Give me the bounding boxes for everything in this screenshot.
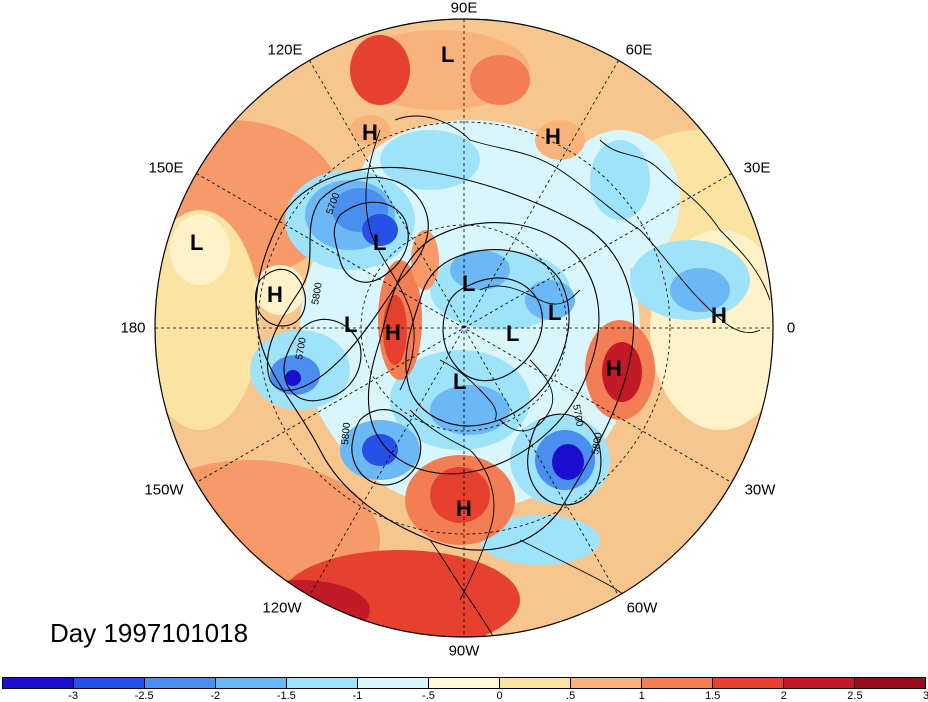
day-caption: Day 1997101018	[50, 618, 249, 648]
graticule	[155, 19, 773, 637]
colorbar-swatch	[358, 678, 429, 688]
colorbar	[2, 677, 926, 689]
colorbar-swatch	[216, 678, 287, 688]
colorbar-ticks: -3 -2.5 -2 -1.5 -1 -.5 0 .5 1 1.5 2 2.5 3	[2, 690, 928, 702]
pressure-centers: L H H L L H L L L H H L L H H	[190, 42, 727, 521]
lon-label-30w: 30W	[744, 481, 776, 499]
lon-label-120e: 120E	[267, 41, 303, 59]
colorbar-swatch	[713, 678, 784, 688]
colorbar-swatch	[145, 678, 216, 688]
colorbar-tick-label: 1.5	[705, 690, 721, 702]
anomaly-field	[155, 19, 773, 637]
lon-label-90w: 90W	[448, 642, 480, 660]
colorbar-tick-label: -1.5	[276, 690, 296, 702]
contour-label: 5800	[590, 431, 605, 455]
colorbar-tick-label: -3	[68, 690, 78, 702]
high-center: H	[456, 496, 472, 521]
lon-label-0: 0	[786, 319, 796, 337]
high-center: H	[711, 303, 727, 328]
map-boundary	[154, 18, 774, 638]
colorbar-swatch	[3, 678, 74, 688]
colorbar-tick-label: -.5	[422, 690, 435, 702]
colorbar-tick-label: 3	[922, 690, 928, 702]
lon-label-60w: 60W	[626, 599, 658, 617]
contour-label: 5800	[310, 281, 325, 305]
lon-label-150e: 150E	[148, 159, 184, 177]
contour-labels: 5700 5800 5700 5800 5700 5800	[294, 191, 605, 456]
colorbar-tick-label: -2.5	[134, 690, 154, 702]
high-center: H	[362, 120, 378, 145]
lon-label-120w: 120W	[262, 599, 302, 617]
colorbar-tick-label: .5	[566, 690, 576, 702]
colorbar-tick-label: 0	[496, 690, 503, 702]
colorbar-swatch	[855, 678, 925, 688]
colorbar-swatch	[642, 678, 713, 688]
contour-label: 5700	[570, 404, 585, 428]
colorbar-tick-label: -2	[210, 690, 221, 702]
lon-label-30e: 30E	[743, 159, 771, 177]
low-center: L	[453, 369, 466, 394]
lon-label-180: 180	[120, 319, 146, 337]
low-center: L	[506, 321, 519, 346]
colorbar-swatch	[571, 678, 642, 688]
colorbar-swatch	[429, 678, 500, 688]
low-center: L	[462, 271, 475, 296]
colorbar-tick-label: -1	[352, 690, 363, 702]
high-center: H	[606, 356, 622, 381]
colorbar-swatch	[500, 678, 571, 688]
low-center: L	[190, 230, 203, 255]
height-contours	[255, 166, 635, 551]
low-center: L	[548, 300, 561, 325]
colorbar-tick-label: 2.5	[847, 690, 863, 702]
colorbar-swatch	[287, 678, 358, 688]
colorbar-tick-label: 2	[780, 690, 787, 702]
colorbar-swatch	[74, 678, 145, 688]
high-center: H	[267, 282, 283, 307]
low-center: L	[373, 230, 386, 255]
colorbar-tick-label: 1	[638, 690, 645, 702]
contour-label: 5700	[294, 336, 309, 360]
lon-label-60e: 60E	[625, 41, 653, 59]
high-center: H	[385, 320, 401, 345]
colorbar-swatch	[784, 678, 855, 688]
low-center: L	[344, 312, 357, 337]
high-center: H	[545, 124, 561, 149]
lon-label-150w: 150W	[144, 481, 184, 499]
contour-label: 5800	[340, 422, 353, 446]
lon-label-90e: 90E	[450, 0, 478, 17]
low-center: L	[441, 42, 454, 67]
